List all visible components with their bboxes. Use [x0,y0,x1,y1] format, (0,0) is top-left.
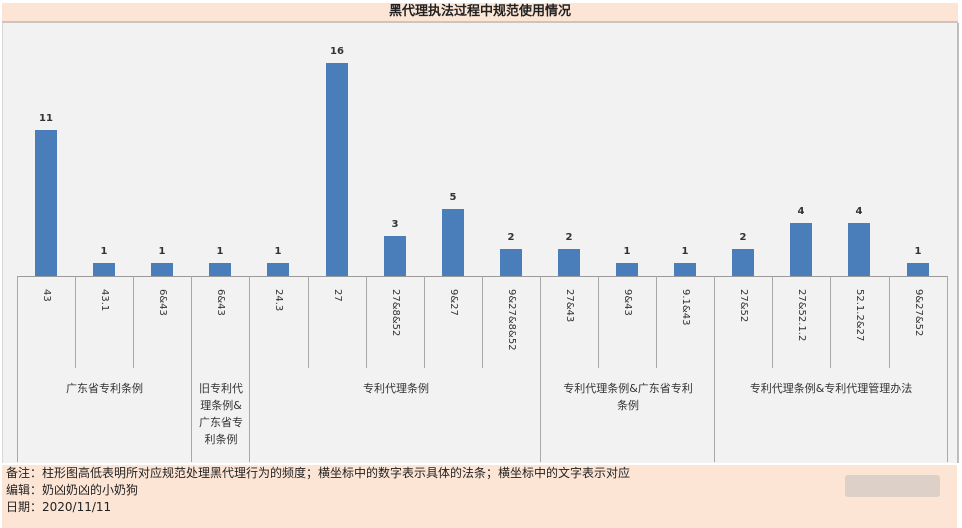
bar-value-label: 1 [681,246,689,257]
category-divider [889,276,890,368]
chart-title: 黑代理执法过程中规范使用情况 [2,3,958,23]
bar-value-label: 1 [274,246,282,257]
bar-value-label: 2 [565,232,573,243]
category-label: 27 [332,289,343,302]
category-divider [17,276,18,462]
bar-value-label: 1 [158,246,166,257]
bar-value-label: 4 [797,206,805,217]
category-label: 43 [41,289,52,302]
category-label: 24.3 [273,289,284,312]
category-divider [830,276,831,368]
category-label: 9&27 [448,289,459,316]
category-label: 52.1.2&27 [854,289,865,342]
bar-value-label: 1 [914,246,922,257]
bar-value-label: 11 [39,113,53,124]
category-divider [249,276,250,462]
bar-value-label: 4 [855,206,863,217]
category-label: 27&8&52 [390,289,401,337]
category-divider [598,276,599,368]
group-label-agency-guangdong: 专利代理条例&广东省专利 条例 [541,380,715,414]
bar-value-label: 1 [216,246,224,257]
category-divider [191,276,192,462]
group-label-line: 条例 [617,399,639,412]
footer-notes: 备注：柱形图高低表明所对应规范处理黑代理行为的频度；横坐标中的数字表示具体的法条… [2,465,957,528]
bar-value-label: 1 [623,246,631,257]
category-label: 27&43 [564,289,575,323]
bar-value-label: 2 [507,232,515,243]
group-label-line: 广东省专 [199,416,243,429]
note-text: 备注：柱形图高低表明所对应规范处理黑代理行为的频度；横坐标中的数字表示具体的法条… [6,466,631,480]
category-divider [133,276,134,368]
category-label: 6&43 [157,289,168,316]
bar [35,130,57,276]
category-label: 27&52.1.2 [796,289,807,342]
category-divider [482,276,483,368]
bar [616,263,638,276]
bar-value-label: 5 [449,192,457,203]
editor-text: 编辑：奶凶奶凶的小奶狗 [6,483,139,497]
date-text: 日期：2020/11/11 [6,500,112,514]
group-label-agency: 专利代理条例 [363,382,429,395]
category-divider [947,276,948,462]
bar [558,249,580,276]
group-label-line: 理条例& [200,399,242,412]
bar [790,223,812,276]
category-label: 9.1&43 [680,289,691,326]
bar-value-label: 2 [739,232,747,243]
bar [732,249,754,276]
group-label-line: 专利代理条例&广东省专利 [563,382,693,395]
bar [326,63,348,276]
category-divider [772,276,773,368]
plot-area: 广东省专利条例 旧专利代 理条例& 广东省专 利条例 专利代理条例 专利代理条例… [2,23,959,463]
category-label: 9&27&8&52 [506,289,517,351]
group-label-guangdong: 广东省专利条例 [66,382,143,395]
group-label-old-agency-guangdong: 旧专利代 理条例& 广东省专 利条例 [193,380,249,448]
bar [674,263,696,276]
category-divider [714,276,715,462]
bar-value-label: 16 [330,46,344,57]
bar [267,263,289,276]
bar [848,223,870,276]
group-label-agency-management: 专利代理条例&专利代理管理办法 [749,382,913,395]
bar [500,249,522,276]
bar [907,263,929,276]
group-label-line: 旧专利代 [199,382,243,395]
bar [151,263,173,276]
category-divider [656,276,657,368]
bar [384,236,406,276]
category-divider [366,276,367,368]
watermark-blur [845,475,940,497]
category-divider [308,276,309,368]
category-label: 27&52 [738,289,749,323]
bar-value-label: 3 [391,219,399,230]
category-label: 9&27&52 [913,289,924,337]
category-divider [75,276,76,368]
category-divider [540,276,541,462]
bar-value-label: 1 [100,246,108,257]
bar [209,263,231,276]
bar [442,209,464,276]
category-label: 9&43 [622,289,633,316]
category-divider [424,276,425,368]
bar [93,263,115,276]
category-label: 43.1 [99,289,110,312]
category-label: 6&43 [215,289,226,316]
group-label-line: 利条例 [204,433,238,446]
